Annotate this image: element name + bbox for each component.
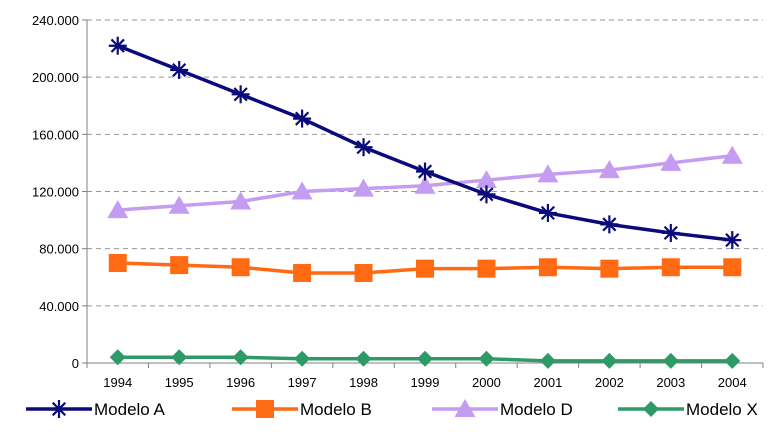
data-point-modelo-b [477, 260, 495, 278]
data-point-modelo-a [600, 215, 618, 233]
data-point-modelo-d [722, 146, 743, 164]
data-point-modelo-a [293, 110, 311, 128]
x-axis-ticks: 1994 1995 1996 1997 1998 1999 2000 2001 2002 2003… [103, 375, 746, 390]
legend-label: Modelo D [500, 400, 573, 419]
data-point-modelo-b [232, 258, 250, 276]
x-tick-label: 2004 [718, 375, 747, 390]
series-line-modelo-a [118, 46, 733, 240]
y-tick-label: 160.000 [32, 127, 79, 142]
data-point-modelo-x [663, 353, 679, 369]
data-point-modelo-x [417, 351, 433, 367]
x-tick-label: 2003 [656, 375, 685, 390]
data-point-modelo-x [601, 353, 617, 369]
legend-item-modelo-a: Modelo A [26, 400, 166, 419]
x-tick-label: 1997 [288, 375, 317, 390]
data-point-modelo-b [416, 260, 434, 278]
plot-area [107, 37, 743, 369]
x-tick-label: 2000 [472, 375, 501, 390]
y-tick-label: 240.000 [32, 13, 79, 28]
legend-label: Modelo X [686, 400, 758, 419]
data-point-modelo-a [477, 185, 495, 203]
data-point-modelo-x [356, 351, 372, 367]
data-point-modelo-b [662, 258, 680, 276]
y-tick-label: 120.000 [32, 185, 79, 200]
series-modelo-a [109, 37, 742, 249]
data-point-modelo-x [540, 353, 556, 369]
legend-marker [256, 400, 274, 418]
y-tick-label: 40.000 [39, 299, 79, 314]
data-point-modelo-a [723, 231, 741, 249]
data-point-modelo-b [600, 260, 618, 278]
data-point-modelo-b [109, 254, 127, 272]
legend: Modelo A Modelo B Modelo D Modelo X [26, 399, 758, 419]
legend-marker [50, 400, 68, 418]
x-tick-label: 2002 [595, 375, 624, 390]
x-tick-label: 1999 [411, 375, 440, 390]
data-point-modelo-x [478, 351, 494, 367]
y-axis-ticks: 0 40.000 80.000 120.000 160.000 200.000 240.00… [32, 13, 79, 371]
data-point-modelo-b [355, 264, 373, 282]
series-modelo-x [110, 349, 741, 369]
data-point-modelo-a [539, 204, 557, 222]
data-point-modelo-a [662, 224, 680, 242]
x-tick-label: 1998 [349, 375, 378, 390]
data-point-modelo-b [293, 264, 311, 282]
legend-item-modelo-b: Modelo B [232, 400, 372, 419]
data-point-modelo-b [539, 258, 557, 276]
x-tick-label: 1994 [103, 375, 132, 390]
data-point-modelo-a [109, 37, 127, 55]
legend-label: Modelo B [300, 400, 372, 419]
legend-label: Modelo A [94, 400, 166, 419]
data-point-modelo-x [294, 351, 310, 367]
legend-marker [643, 401, 659, 417]
y-tick-label: 0 [72, 356, 79, 371]
legend-item-modelo-d: Modelo D [432, 399, 573, 419]
data-point-modelo-b [170, 256, 188, 274]
data-point-modelo-a [355, 138, 373, 156]
x-tick-label: 1995 [165, 375, 194, 390]
series-modelo-d [107, 146, 743, 218]
data-point-modelo-x [724, 353, 740, 369]
x-tick-label: 1996 [226, 375, 255, 390]
data-point-modelo-a [232, 85, 250, 103]
data-point-modelo-a [416, 162, 434, 180]
y-tick-label: 80.000 [39, 242, 79, 257]
x-tick-label: 2001 [533, 375, 562, 390]
data-point-modelo-b [723, 258, 741, 276]
series-modelo-b [109, 254, 742, 282]
data-point-modelo-a [170, 61, 188, 79]
legend-item-modelo-x: Modelo X [618, 400, 758, 419]
y-tick-label: 200.000 [32, 70, 79, 85]
